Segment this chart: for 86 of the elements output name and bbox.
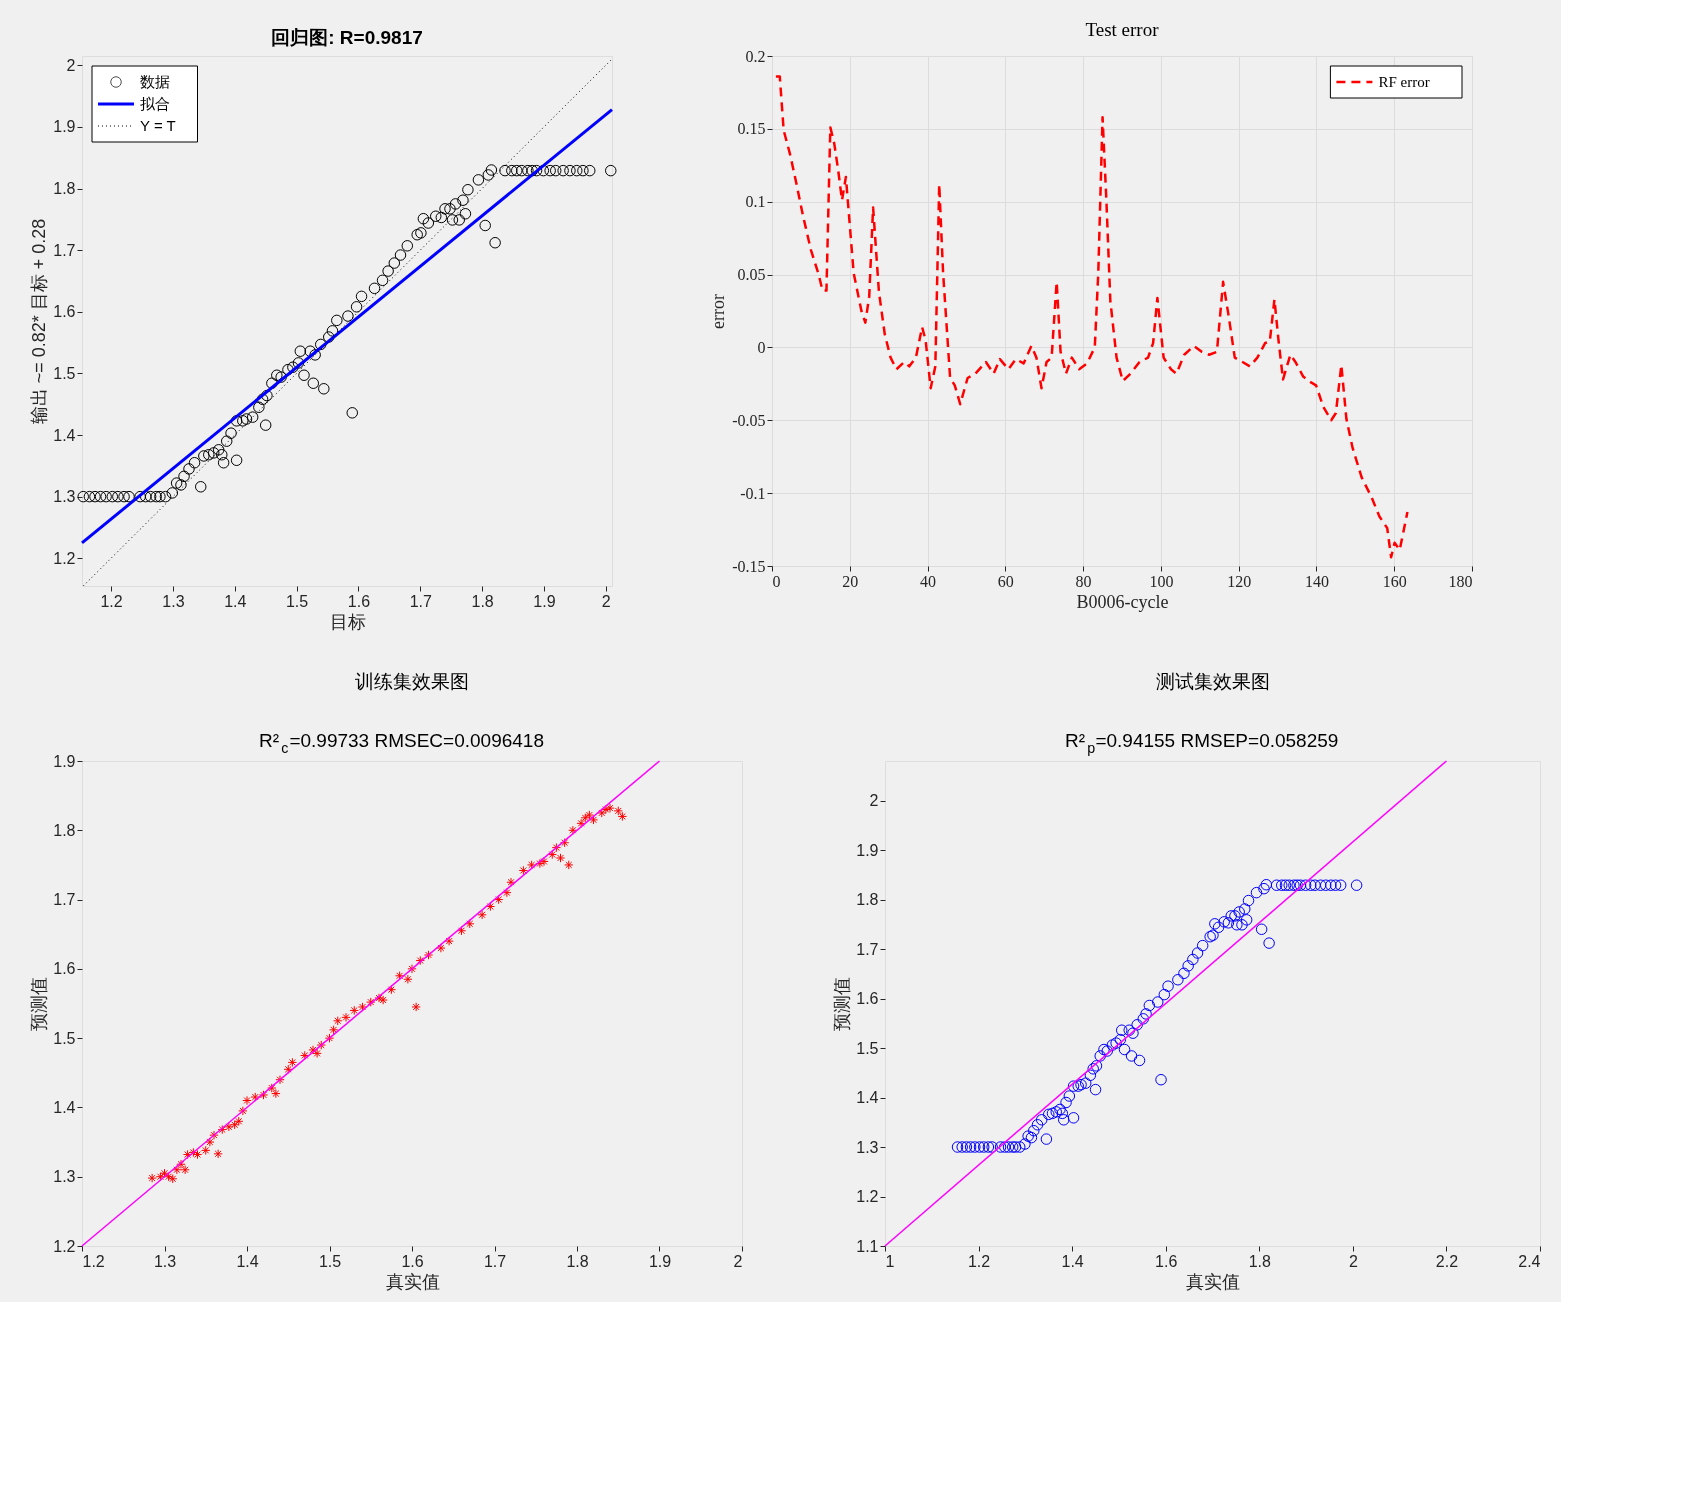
y-tick-label: 1.1 <box>856 1237 879 1255</box>
x-tick-label: 1.3 <box>162 592 185 610</box>
x-axis-title: 真实值 <box>385 1271 440 1292</box>
y-tick-label: 0.05 <box>737 266 766 284</box>
y-tick-label: 1.8 <box>856 891 879 909</box>
y-tick-label: 1.3 <box>53 1168 76 1186</box>
x-tick-label: 1.2 <box>82 1252 105 1270</box>
y-tick-label: 1.7 <box>856 940 879 958</box>
y-tick-label: 1.8 <box>53 180 76 197</box>
x-tick-label: 80 <box>1075 572 1092 590</box>
y-axis-title: 输出 ~= 0.82* 目标 + 0.28 <box>29 218 50 425</box>
y-tick-label: 0.1 <box>745 193 766 211</box>
y-tick-label: 1.3 <box>856 1138 879 1156</box>
y-axis-title: error <box>708 294 729 329</box>
x-axis-title: B0006-cycle <box>1076 591 1169 612</box>
y-tick-label: 1.4 <box>856 1089 879 1107</box>
y-tick-label: -0.15 <box>732 557 766 575</box>
y-tick-label: 1.6 <box>856 990 879 1008</box>
x-tick-label: 40 <box>920 572 937 590</box>
y-tick-label: -0.05 <box>732 411 766 429</box>
x-tick-label: 1.6 <box>1155 1252 1178 1270</box>
y-tick-label: 0.15 <box>737 120 766 138</box>
y-tick-label: 1.7 <box>53 241 76 259</box>
x-tick-label: 60 <box>997 572 1014 590</box>
x-tick-label: 1.4 <box>1061 1252 1084 1270</box>
legend-label: 数据 <box>140 73 170 90</box>
legend-label: RF error <box>1378 74 1430 90</box>
y-tick-label: 1.8 <box>53 821 76 839</box>
x-tick-label: 1.7 <box>483 1252 507 1270</box>
x-tick-label: 1.6 <box>347 592 371 610</box>
x-tick-label: 1.2 <box>100 592 123 610</box>
y-axis-title: 预测值 <box>29 977 50 1031</box>
x-tick-label: 100 <box>1149 572 1174 590</box>
y-tick-label: 0 <box>757 338 766 356</box>
x-tick-label: 1 <box>885 1252 895 1270</box>
chart-title: Test error <box>1085 19 1160 40</box>
x-tick-label: 1.3 <box>153 1252 177 1270</box>
x-tick-label: 1.5 <box>318 1252 342 1270</box>
y-tick-label: 1.7 <box>53 891 76 909</box>
x-tick-label: 0 <box>772 572 781 590</box>
x-tick-label: 2.2 <box>1435 1252 1459 1270</box>
legend-label: Y = T <box>140 117 176 134</box>
x-tick-label: 1.9 <box>533 592 556 610</box>
x-tick-label: 1.7 <box>409 592 432 610</box>
x-tick-label: 2.4 <box>1518 1252 1541 1270</box>
y-tick-label: 2 <box>869 792 879 810</box>
x-tick-label: 20 <box>842 572 859 590</box>
y-tick-label: 1.2 <box>53 1237 76 1255</box>
y-tick-label: 1.6 <box>53 303 76 321</box>
y-tick-label: 1.6 <box>53 960 76 978</box>
x-tick-label: 2 <box>1348 1252 1358 1270</box>
x-axis-title: 目标 <box>329 611 366 632</box>
x-tick-label: 180 <box>1448 572 1473 590</box>
y-tick-label: -0.1 <box>740 484 766 502</box>
y-tick-label: 1.4 <box>53 1098 76 1116</box>
y-axis-title: 预测值 <box>832 977 853 1031</box>
x-tick-label: 2 <box>601 592 611 610</box>
x-tick-label: 120 <box>1227 572 1252 590</box>
x-tick-label: 1.9 <box>648 1252 672 1270</box>
y-tick-label: 1.2 <box>53 549 76 567</box>
chart-title: 训练集效果图 <box>355 671 469 692</box>
y-tick-label: 1.5 <box>53 1029 76 1047</box>
x-tick-label: 1.4 <box>236 1252 259 1270</box>
chart-title: 回归图: R=0.9817 <box>271 27 423 48</box>
y-tick-label: 1.9 <box>856 841 879 859</box>
legend-label: 拟合 <box>140 95 170 112</box>
x-axis-title: 真实值 <box>1186 1271 1240 1292</box>
y-tick-label: 1.4 <box>53 426 76 444</box>
y-tick-label: 1.5 <box>53 364 76 382</box>
y-tick-label: 2 <box>66 56 76 74</box>
x-tick-label: 1.8 <box>1248 1252 1271 1270</box>
chart-title: 测试集效果图 <box>1155 671 1270 692</box>
x-tick-label: 1.2 <box>967 1252 991 1270</box>
y-tick-label: 0.2 <box>745 47 766 65</box>
x-tick-label: 1.5 <box>285 592 309 610</box>
x-tick-label: 1.8 <box>566 1252 589 1270</box>
y-tick-label: 1.9 <box>53 118 76 136</box>
x-tick-label: 140 <box>1304 572 1329 590</box>
y-tick-label: 1.5 <box>856 1039 879 1057</box>
y-tick-label: 1.2 <box>856 1188 879 1206</box>
x-tick-label: 1.6 <box>401 1252 424 1270</box>
x-tick-label: 1.8 <box>471 592 494 610</box>
x-tick-label: 160 <box>1382 572 1407 590</box>
y-tick-label: 1.9 <box>53 752 76 770</box>
y-tick-label: 1.3 <box>53 488 76 506</box>
x-tick-label: 1.4 <box>224 592 247 610</box>
